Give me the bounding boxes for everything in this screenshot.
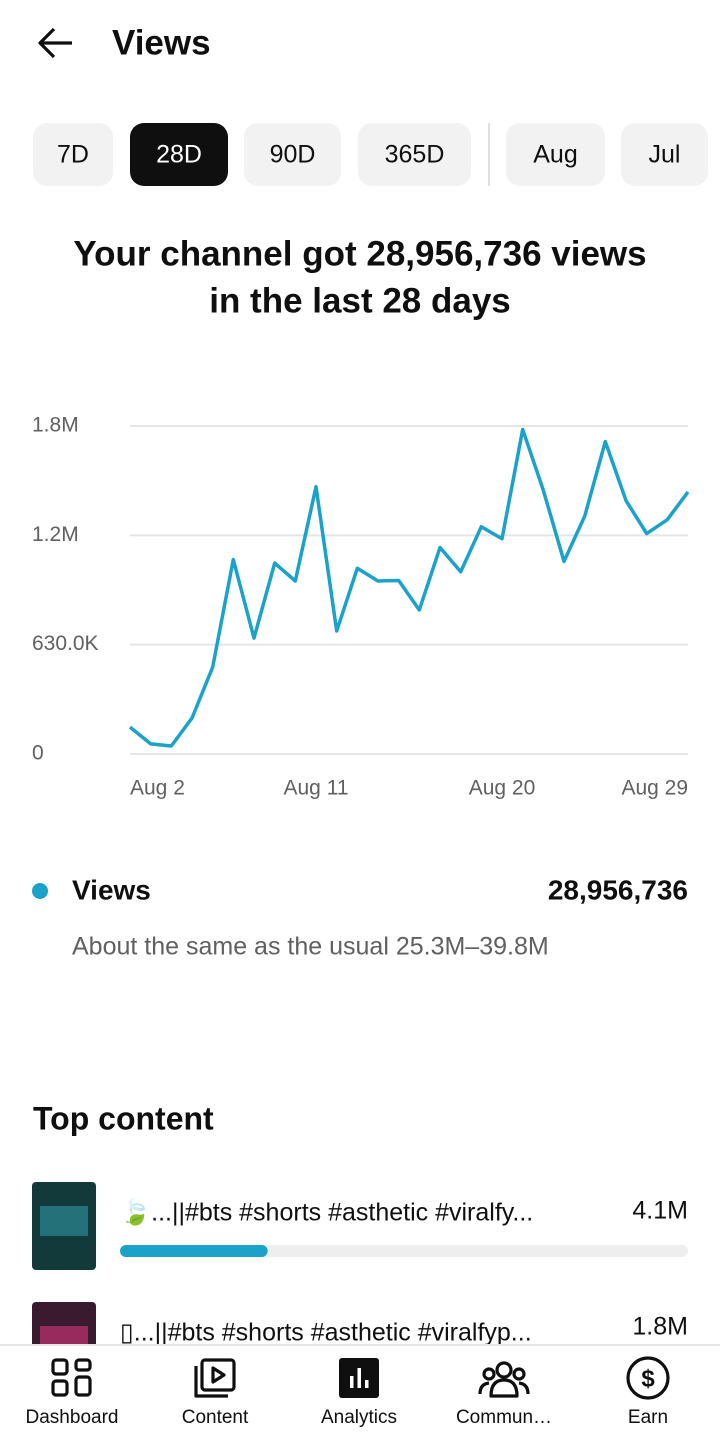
tab-label: 365D	[385, 141, 445, 169]
earn-icon: $	[626, 1356, 670, 1400]
tab-background	[358, 123, 471, 186]
tab-label: Aug	[533, 141, 577, 169]
x-tick-label: Aug 29	[621, 777, 688, 800]
nav-label[interactable]: Commun…	[456, 1407, 552, 1428]
chart: 0 630.0K 1.2M 1.8M Aug 2 Aug 11 Aug 20 Aug 29	[32, 414, 690, 800]
dashboard-icon	[51, 1358, 92, 1397]
x-tick-label: Aug 2	[130, 777, 185, 800]
content-views: 4.1M	[632, 1197, 688, 1225]
nav-labels: Dashboard Content Analytics Commun… Earn	[26, 1407, 669, 1428]
page-title: Views	[112, 23, 211, 62]
nav-label[interactable]: Content	[182, 1407, 249, 1428]
content-row[interactable]: 🍃...||#bts #shorts #asthetic #viralfy...…	[32, 1182, 688, 1270]
tab-label: 90D	[270, 141, 316, 169]
community-icon	[478, 1361, 530, 1398]
tab-background	[33, 123, 113, 186]
nav-label[interactable]: Dashboard	[26, 1407, 119, 1428]
tab[interactable]: 7D	[33, 123, 113, 186]
back-button[interactable]	[38, 27, 72, 59]
tab-background	[621, 123, 708, 186]
tab-background	[244, 123, 341, 186]
tab[interactable]: Jul	[621, 123, 708, 186]
tab-label: 28D	[156, 141, 202, 169]
tab-background	[506, 123, 605, 186]
nav-label[interactable]: Analytics	[321, 1407, 397, 1428]
tab[interactable]: 28D	[130, 123, 228, 186]
tab[interactable]: 90D	[244, 123, 341, 186]
tab-label: Jul	[649, 141, 681, 169]
content-icon	[194, 1358, 236, 1398]
summary-line: in the last 28 days	[209, 281, 511, 320]
legend-label: Views	[72, 874, 151, 905]
tab[interactable]: 365D	[358, 123, 471, 186]
section-title: Top content	[33, 1100, 214, 1136]
nav-label[interactable]: Earn	[628, 1407, 668, 1428]
y-tick-label: 630.0K	[32, 632, 99, 655]
tab[interactable]: Aug	[506, 123, 605, 186]
content-title: ▯...||#bts #shorts #asthetic #viralfyp..…	[120, 1319, 532, 1347]
y-tick-label: 1.2M	[32, 523, 79, 546]
summary-line: Your channel got 28,956,736 views	[73, 234, 646, 273]
legend-marker	[32, 883, 48, 899]
dollar-glyph: $	[641, 1365, 655, 1392]
tab-label: 7D	[57, 141, 89, 169]
content-views: 1.8M	[632, 1313, 688, 1341]
total-views: 28,956,736	[548, 874, 688, 905]
x-tick-label: Aug 20	[469, 777, 536, 800]
thumbnail-detail	[40, 1206, 88, 1236]
content-title: 🍃...||#bts #shorts #asthetic #viralfy...	[120, 1197, 533, 1227]
series-line	[128, 427, 690, 748]
progress-fill	[120, 1245, 268, 1257]
tab-background	[130, 123, 228, 186]
tab-bar: 7D 28D 90D 365D Aug Jul	[33, 123, 708, 186]
y-tick-label: 1.8M	[32, 414, 79, 437]
comparison-note: About the same as the usual 25.3M–39.8M	[72, 933, 549, 961]
y-tick-label: 0	[32, 742, 44, 765]
analytics-icon	[339, 1358, 379, 1398]
nav-icons: $	[51, 1356, 670, 1400]
x-tick-label: Aug 11	[284, 777, 349, 800]
